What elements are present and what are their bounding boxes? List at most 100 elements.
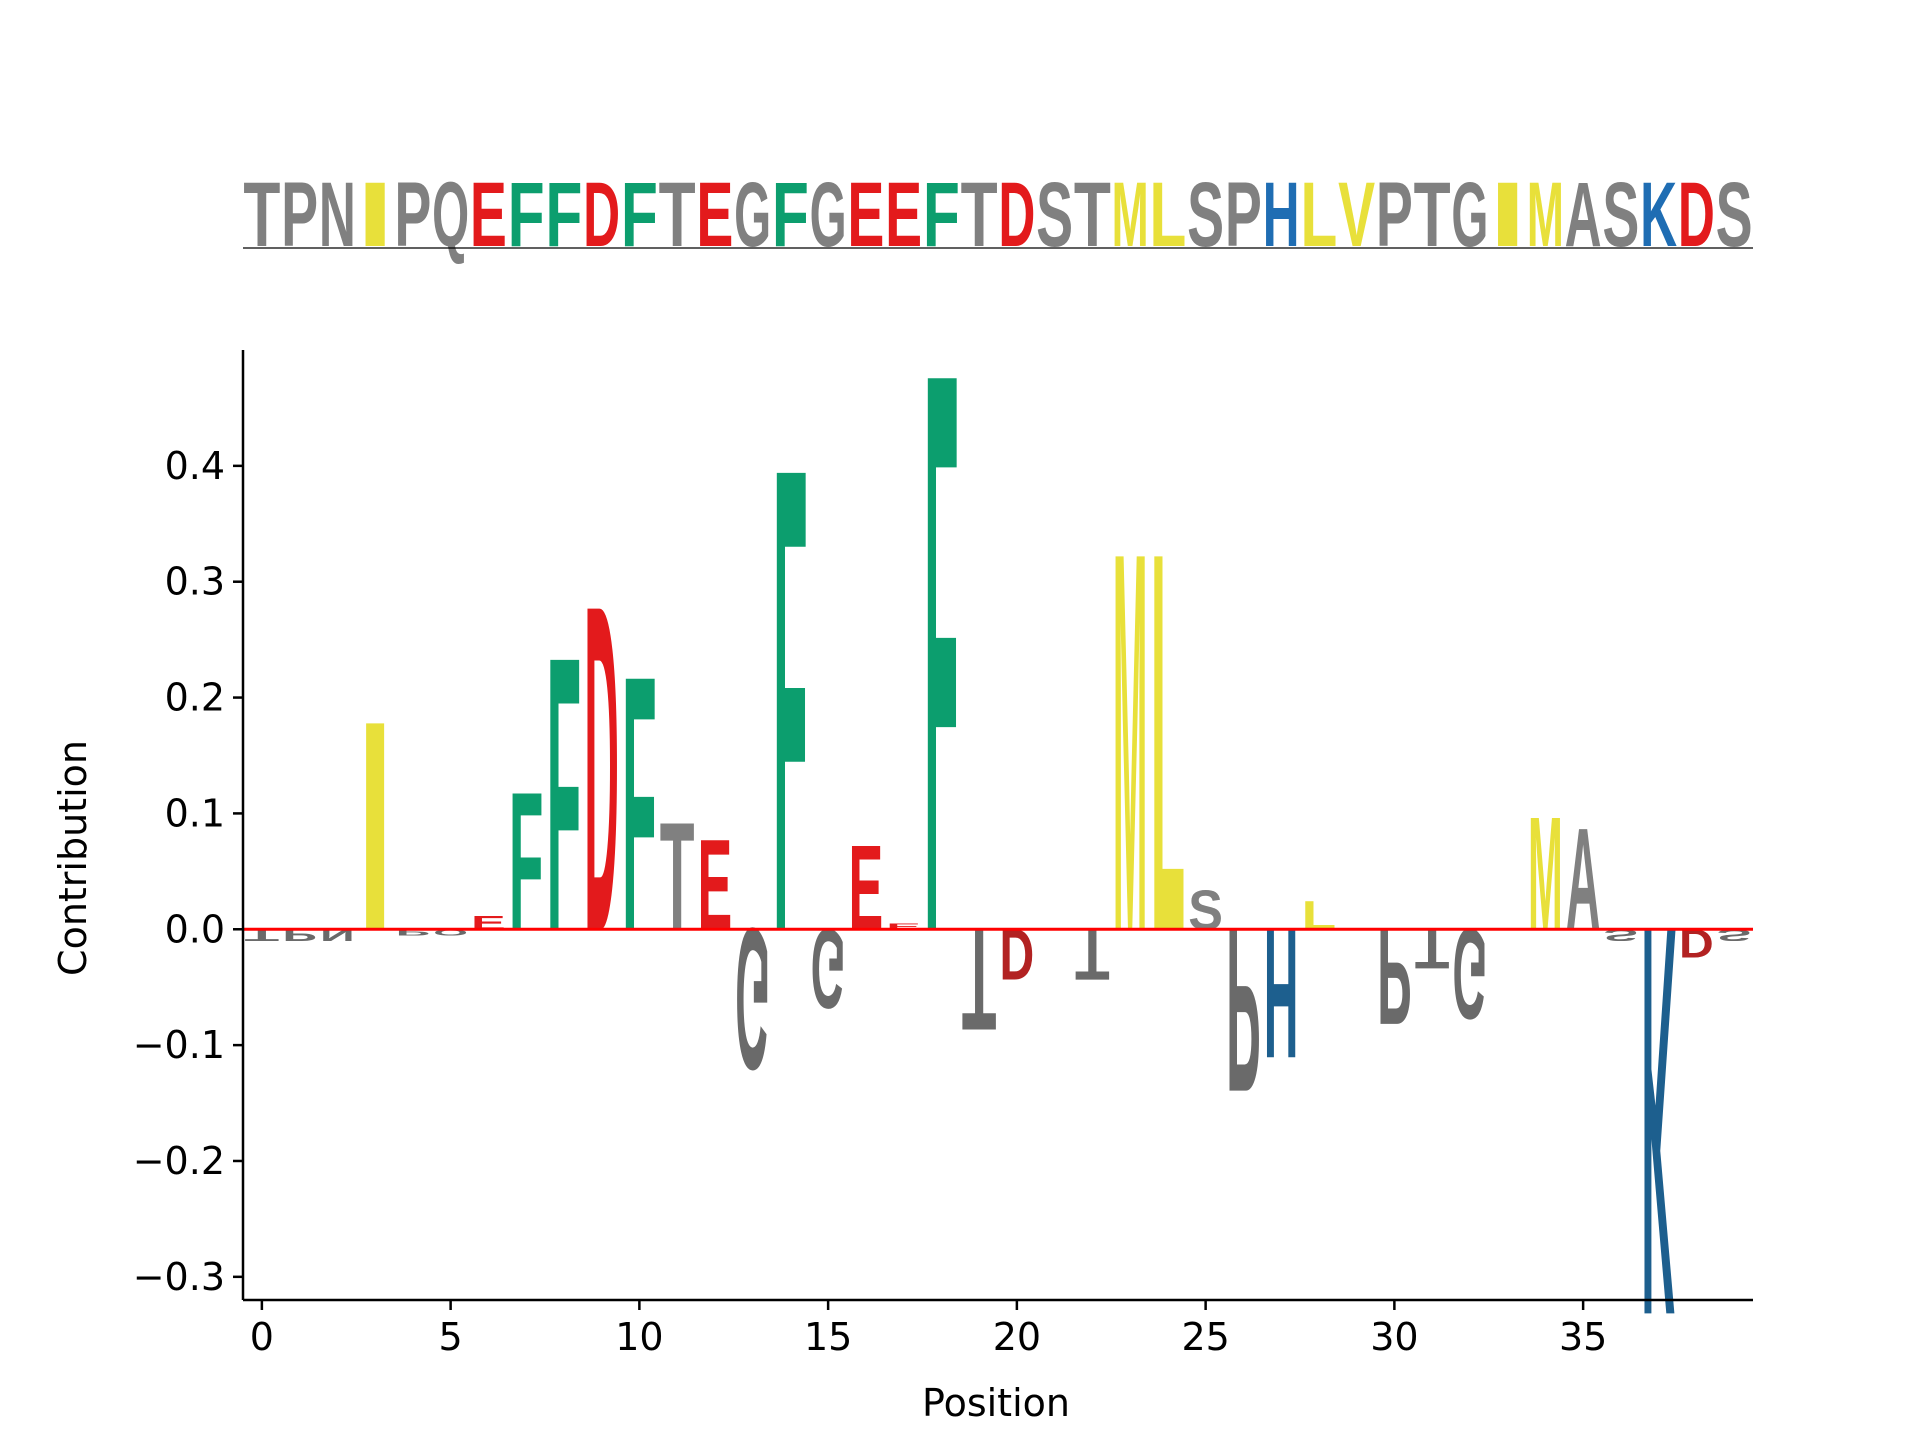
logo-letter: G [1453, 901, 1488, 1046]
sequence-letter: K [1640, 164, 1677, 266]
logo-letter: S [1188, 878, 1223, 941]
sequence-letter: M [1527, 164, 1564, 266]
logo-letter-glyph: L [1302, 893, 1337, 938]
logo-letter-glyph: T [962, 898, 997, 1060]
logo-letter: M [1113, 438, 1148, 1044]
logo-letter: F [547, 574, 582, 1012]
sequence-letter: S [1036, 164, 1073, 266]
sequence-letter: T [659, 164, 696, 266]
sequence-letter: T [1414, 164, 1451, 266]
sequence-letter: I [357, 164, 394, 266]
logo-letter: P [396, 927, 431, 936]
sequence-letter: E [885, 164, 922, 266]
logo-letter: D [1679, 920, 1714, 965]
x-tick-label: 15 [804, 1315, 852, 1359]
logo-letter-glyph: F [509, 751, 544, 972]
logo-letter: D [1000, 913, 1035, 995]
logo-letter-glyph: S [1188, 878, 1223, 941]
logo-letter: T [660, 792, 695, 963]
sequence-letter: G [734, 164, 771, 266]
logo-letter: L [1302, 893, 1337, 938]
sequence-letter: Q [432, 164, 469, 266]
logo-letter-glyph: G [735, 886, 770, 1112]
sequence-letter: S [1187, 164, 1224, 266]
logo-letter: L [1151, 438, 1186, 1044]
logo-letter-glyph: T [1415, 917, 1450, 980]
sequence-letter: H [1263, 164, 1300, 266]
logo-letter: F [622, 599, 657, 1007]
logo-letter: G [811, 905, 846, 1032]
sequence-letter: N [319, 164, 356, 266]
sequence-letter: S [1716, 164, 1753, 266]
logo-letter: E [698, 812, 733, 957]
logo-letter-glyph: F [547, 574, 582, 1012]
logo-letter-glyph: D [584, 509, 619, 1029]
logo-letter-glyph: F [924, 204, 959, 1099]
logo-letter: F [773, 329, 808, 1070]
logo-letter-glyph: F [773, 329, 808, 1070]
logo-letter: I [358, 660, 393, 994]
y-tick-label: −0.3 [133, 1255, 225, 1299]
logo-letter-glyph: E [698, 812, 733, 957]
sequence-letter: P [1225, 164, 1262, 266]
sequence-letter: D [1678, 164, 1715, 266]
logo-letter: E [849, 819, 884, 955]
x-tick-label: 5 [439, 1315, 463, 1359]
y-tick-label: −0.2 [133, 1139, 225, 1183]
logo-letter: Q [433, 927, 468, 936]
logo-letter: K [1641, 811, 1676, 1435]
logo-letter: T [962, 898, 997, 1060]
logo-letter: A [1566, 799, 1601, 961]
logo-letter: P [1226, 879, 1261, 1140]
sequence-letter: P [394, 164, 431, 266]
sequence-letter: F [923, 164, 960, 266]
logo-letter: T [1415, 917, 1450, 980]
sequence-letter: D [583, 164, 620, 266]
sequence-letter: S [1602, 164, 1639, 266]
sequence-letter: P [281, 164, 318, 266]
sequence-letter: L [1300, 164, 1337, 266]
logo-letter-glyph: E [886, 922, 921, 931]
logo-letter-glyph: T [1075, 913, 1110, 995]
logo-letter-glyph: F [622, 599, 657, 1007]
sequence-letter: V [1338, 164, 1375, 266]
logo-letter-glyph: Q [433, 927, 468, 936]
sequence-letter: F [545, 164, 582, 266]
sequence-letter: T [1074, 164, 1111, 266]
logo-letter-glyph: K [1641, 811, 1676, 1435]
sequence-letter: G [1451, 164, 1488, 266]
sequence-letter: M [1112, 164, 1149, 266]
logo-letter-glyph: D [1000, 913, 1035, 995]
logo-letter: P [1377, 900, 1412, 1053]
x-tick-label: 20 [993, 1315, 1041, 1359]
logo-letter: F [509, 751, 544, 972]
logo-letter-glyph: E [849, 819, 884, 955]
sequence-letter: E [847, 164, 884, 266]
sequence-letter: F [772, 164, 809, 266]
logo-letter: G [735, 886, 770, 1112]
sequence-letter: T [243, 164, 280, 266]
sequence-letter: D [998, 164, 1035, 266]
x-tick-label: 30 [1370, 1315, 1418, 1359]
sequence-letter: F [621, 164, 658, 266]
logo-letter: F [924, 204, 959, 1099]
logo-letter: T [1075, 913, 1110, 995]
y-tick-label: 0.0 [165, 907, 225, 951]
x-tick-label: 10 [615, 1315, 663, 1359]
y-tick-label: 0.3 [165, 560, 225, 604]
sequence-letter: G [810, 164, 847, 266]
y-tick-label: 0.2 [165, 676, 225, 720]
logo-letter-glyph: I [358, 660, 393, 994]
x-ticks: 0 5 10 15 20 25 30 35 [250, 1300, 1607, 1359]
logo-letter-glyph: D [1679, 920, 1714, 965]
logo-letter-glyph: H [1264, 889, 1299, 1097]
logo-letter-glyph: M [1113, 438, 1148, 1044]
logo-letter: H [1264, 889, 1299, 1097]
logo-letter-glyph: G [811, 905, 846, 1032]
x-tick-label: 0 [250, 1315, 274, 1359]
logo-letter: D [584, 509, 619, 1029]
logo-letter-glyph: M [1528, 783, 1563, 965]
x-tick-label: 25 [1181, 1315, 1229, 1359]
sequence-letter: I [1489, 164, 1526, 266]
